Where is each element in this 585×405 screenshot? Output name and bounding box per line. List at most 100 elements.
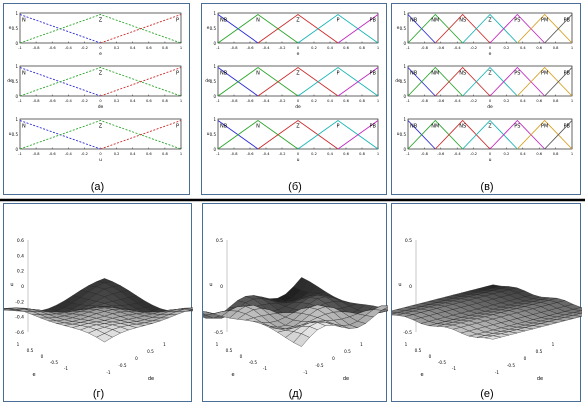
mf-xtick-label: 0.6: [146, 46, 152, 50]
x-tick-label: -0.5: [50, 360, 59, 365]
mf-label-pm: PM: [541, 71, 548, 77]
mf-curve-ns: [435, 66, 491, 97]
mf-ytick-label: 1: [403, 117, 406, 122]
mf-label-n: N: [22, 18, 26, 24]
mf-xtick-label: 0: [489, 99, 492, 103]
mf-label-n: N: [256, 18, 260, 24]
mf-label-nb: NB: [410, 124, 418, 130]
mf-xtick-label: -0.2: [470, 46, 477, 50]
y-tick-label: -1: [303, 370, 308, 375]
mf-plot-3: 10.50-1 -0.8 -0.6 -0.4 -0.2 0 0.2 0.4 0.6 0.8 1uuN…: [397, 117, 574, 163]
x-axis-label: e: [231, 372, 234, 378]
mf-ytick-label: 0.5: [400, 79, 407, 84]
y-tick-label: -0.5: [315, 363, 324, 368]
mf-xtick-label: 0.8: [359, 46, 365, 50]
mf-curve-nm: [407, 13, 463, 44]
mf-ytick-label: 0.5: [210, 79, 217, 84]
z-tick-label: -0.5: [403, 330, 412, 336]
z-axis: 0.5 0 -0.5 u: [398, 238, 417, 336]
mf-label-z: Z: [99, 71, 103, 77]
mf-ytick-label: 0: [213, 147, 216, 152]
mf-xtick-label: 0.4: [520, 152, 526, 156]
mf-xtick-label: 0.8: [162, 99, 168, 103]
mf-axes-box: [217, 118, 379, 150]
mf-xtick-label: -0.4: [454, 46, 462, 50]
mf-plot-3: 10.50-1 -0.8 -0.6 -0.4 -0.2 0 0.2 0.4 0.6 0.8 1uuN…: [207, 117, 380, 163]
x-axis-label: e: [420, 372, 423, 378]
mf-xtick-label: 0.2: [311, 152, 317, 156]
mf-curve-p: [100, 14, 182, 44]
mf-ytick-label: 0.5: [12, 79, 19, 84]
mf-xlabel: u: [489, 158, 492, 163]
surface-mesh: [203, 277, 388, 347]
mf-plot-3: 10.50-1 -0.8 -0.6 -0.4 -0.2 0 0.2 0.4 0.6 0.8 1uuN…: [9, 117, 183, 163]
mf-xtick-label: -1: [18, 46, 22, 50]
mf-plot-1: 10.50-1 -0.8 -0.6 -0.4 -0.2 0 0.2 0.4 0.6 0.8 1eeN…: [207, 11, 380, 57]
mf-xtick-label: -0.2: [81, 99, 88, 103]
mf-curve-pm: [517, 119, 573, 150]
mf-label-nb: NB: [220, 71, 228, 77]
mf-ytick-label: 0.5: [210, 26, 217, 31]
panel-caption: (б): [288, 181, 302, 193]
mf-xtick-label: 0: [297, 99, 300, 103]
mf-ytick-label: 1: [403, 11, 406, 16]
mf-label-pb: PB: [370, 18, 377, 24]
mf-xtick-label: -1: [216, 152, 220, 156]
panel-caption: (д): [289, 388, 303, 400]
z-tick-label: 0.5: [405, 238, 412, 244]
mf-xtick-label: 0: [489, 152, 492, 156]
mf-xtick-label: 1: [571, 99, 573, 103]
mf-ytick-label: 0.5: [400, 26, 407, 31]
x-tick-label: 0.5: [415, 348, 422, 353]
mf-label-pb: PB: [370, 71, 377, 77]
mf-curve-pb: [337, 14, 379, 44]
mf-ylabel: e: [397, 26, 400, 31]
mf-xlabel: e: [489, 52, 492, 57]
mf-xtick-label: -0.4: [262, 99, 270, 103]
z-tick-label: 0: [409, 284, 412, 290]
mf-axes-box: [217, 65, 379, 97]
mf-ytick-label: 1: [213, 11, 216, 16]
mf-xtick-label: -0.8: [230, 46, 238, 50]
mf-ytick-label: 0: [403, 147, 406, 152]
mf-label-p: P: [176, 18, 179, 24]
mf-xtick-label: 0.2: [311, 99, 317, 103]
mf-xtick-label: 0: [99, 152, 102, 156]
mf-xtick-label: 1: [377, 99, 379, 103]
y-tick-label: 0: [332, 356, 335, 361]
mf-ylabel: u: [397, 132, 400, 137]
mf-ytick-label: 1: [15, 117, 18, 122]
mf-xtick-label: -0.8: [33, 99, 41, 103]
mf-xtick-label: 0.4: [520, 46, 526, 50]
surface-panel-2: 0.5 0 -0.5 u 1 0.5 0 -0.5 -1 e -1 -0.5 0 0.5 1 de (д): [202, 203, 388, 402]
mf-label-pb: PB: [370, 124, 377, 130]
x-tick-label: 0: [41, 354, 44, 359]
mf-curve-z: [19, 14, 182, 44]
mf-xtick-label: -0.4: [454, 99, 462, 103]
mf-xtick-label: 0.2: [114, 46, 120, 50]
z-tick-label: -0.2: [15, 299, 24, 305]
y-axis-label: de: [148, 376, 154, 382]
y-tick-label: 0.5: [147, 349, 154, 354]
mf-label-nb: NB: [410, 18, 418, 24]
mf-xtick-label: 0.4: [520, 99, 526, 103]
mf-curve-pb: [544, 120, 573, 150]
z-tick-label: 0.4: [17, 253, 24, 259]
mf-xtick-label: -0.2: [278, 152, 285, 156]
mf-ytick-label: 0.5: [210, 132, 217, 137]
mf-curve-z: [462, 119, 518, 150]
mf-xtick-label: -1: [18, 152, 22, 156]
mf-xtick-label: 0: [99, 46, 102, 50]
mf-label-pm: PM: [541, 124, 548, 130]
x-tick-label: 1: [405, 342, 408, 347]
mf-xtick-label: 0: [489, 46, 492, 50]
mf-curve-n: [217, 119, 299, 150]
x-tick-label: 0.5: [226, 348, 233, 353]
mf-curve-z: [19, 67, 182, 97]
mf-ytick-label: 0: [15, 41, 18, 46]
mf-curve-ps: [489, 13, 545, 44]
mf-xtick-label: 0.2: [114, 152, 120, 156]
mf-plot-1: 10.50-1 -0.8 -0.6 -0.4 -0.2 0 0.2 0.4 0.6 0.8 1eeN…: [397, 11, 574, 57]
z-tick-label: -0.4: [15, 315, 24, 321]
